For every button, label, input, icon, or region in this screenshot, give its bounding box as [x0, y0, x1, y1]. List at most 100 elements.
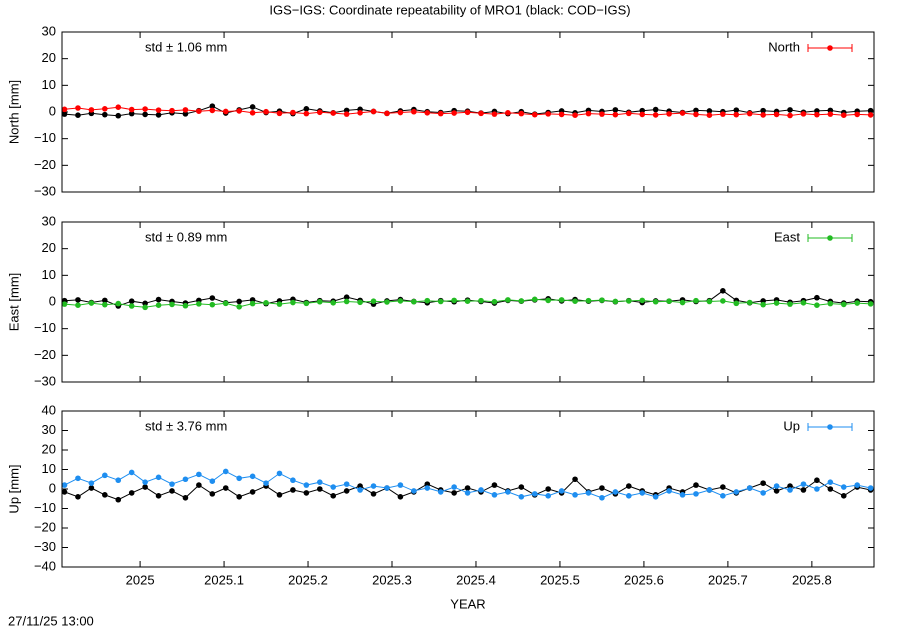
data-point	[679, 110, 686, 116]
data-point	[128, 106, 135, 113]
data-point	[451, 297, 457, 304]
data-point	[666, 111, 672, 117]
data-point	[343, 298, 350, 305]
data-point	[760, 301, 766, 308]
data-point	[464, 490, 471, 496]
data-point	[303, 110, 310, 117]
data-point	[840, 493, 847, 499]
y-axis-label: Up [mm]	[6, 464, 21, 513]
data-point	[437, 298, 444, 305]
data-point	[397, 482, 404, 488]
data-point	[706, 108, 713, 114]
data-point	[290, 477, 296, 484]
data-point	[599, 297, 605, 303]
legend-marker	[827, 424, 833, 430]
data-point	[572, 476, 578, 483]
data-point	[599, 111, 605, 117]
data-point	[424, 110, 431, 116]
data-point	[720, 493, 726, 499]
y-tick-label: 20	[42, 50, 56, 65]
data-point	[827, 479, 834, 485]
data-point	[182, 107, 189, 113]
data-point	[787, 483, 793, 489]
y-tick-label: −30	[34, 539, 56, 554]
y-tick-label: −20	[34, 519, 56, 534]
data-point	[236, 494, 242, 500]
y-tick-label: 10	[42, 77, 56, 92]
data-point	[115, 300, 122, 307]
y-tick-label: 30	[42, 213, 56, 228]
data-point	[612, 489, 619, 495]
data-point	[760, 480, 766, 486]
data-point	[330, 493, 337, 499]
data-point	[867, 301, 874, 307]
data-point	[236, 108, 242, 114]
data-point	[854, 111, 861, 118]
data-point	[236, 304, 242, 310]
data-point	[733, 111, 740, 118]
std-annotation: std ± 0.89 mm	[145, 229, 227, 244]
data-point	[155, 296, 162, 303]
data-point	[800, 481, 807, 487]
data-point	[531, 111, 538, 118]
data-point	[115, 104, 122, 110]
x-axis-label: YEAR	[450, 596, 485, 611]
data-point	[397, 298, 404, 304]
data-point	[867, 112, 874, 118]
y-tick-label: −30	[34, 183, 56, 198]
data-point	[196, 471, 202, 478]
data-point	[209, 301, 216, 308]
data-point	[128, 303, 135, 309]
legend-label: North	[768, 39, 800, 54]
data-point	[572, 112, 578, 118]
data-point	[693, 297, 699, 304]
y-axis-label: North [mm]	[6, 80, 21, 144]
data-point	[599, 485, 605, 491]
data-point	[222, 468, 229, 475]
data-point	[290, 487, 296, 493]
data-point	[61, 301, 68, 307]
x-tick-label: 2025.3	[372, 572, 412, 587]
data-point	[827, 300, 834, 307]
data-point	[733, 489, 740, 495]
data-point	[545, 486, 551, 492]
data-point	[169, 481, 175, 487]
data-point	[545, 493, 551, 499]
data-point	[384, 485, 390, 491]
data-point	[720, 484, 726, 490]
data-point	[585, 297, 592, 304]
data-point	[451, 110, 457, 116]
data-point	[505, 297, 511, 303]
data-point	[652, 298, 659, 305]
y-axis-label: East [mm]	[6, 273, 21, 332]
data-point	[102, 492, 108, 498]
std-annotation: std ± 1.06 mm	[145, 39, 227, 54]
data-point	[88, 107, 95, 113]
data-point	[115, 496, 122, 503]
data-point	[182, 476, 189, 483]
data-point	[411, 108, 417, 115]
data-point	[142, 106, 148, 112]
data-point	[303, 300, 310, 307]
data-point	[263, 300, 269, 306]
data-point	[88, 480, 95, 486]
y-tick-label: −10	[34, 130, 56, 145]
data-point	[612, 111, 619, 118]
data-point	[558, 297, 565, 303]
data-point	[249, 473, 256, 480]
data-point	[787, 107, 793, 113]
data-point	[599, 494, 605, 501]
data-point	[61, 489, 68, 495]
data-point	[626, 493, 632, 499]
data-point	[196, 301, 202, 307]
data-point	[733, 300, 740, 307]
data-point	[209, 103, 216, 109]
data-point	[867, 107, 874, 114]
data-point	[370, 108, 377, 115]
data-point	[128, 469, 135, 476]
legend-marker	[827, 45, 833, 51]
y-tick-label: −10	[34, 320, 56, 335]
data-point	[706, 112, 713, 118]
plot-frame	[61, 31, 875, 193]
data-point	[303, 482, 310, 488]
